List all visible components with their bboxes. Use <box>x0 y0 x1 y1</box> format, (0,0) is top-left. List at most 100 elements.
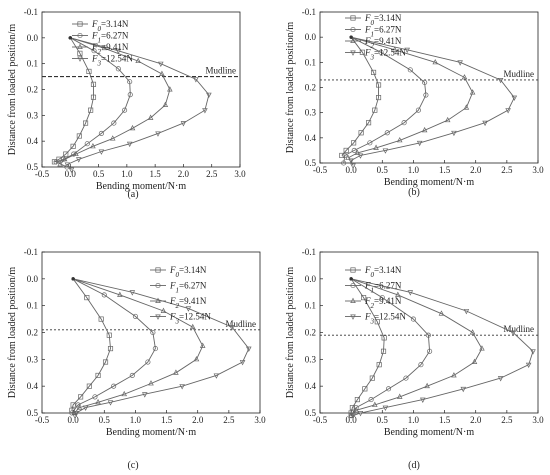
x-tick-label: 2.5 <box>206 169 218 179</box>
x-tick-label: 2.5 <box>501 415 513 425</box>
data-point <box>84 295 90 301</box>
mudline-label: Mudline <box>504 324 535 334</box>
data-point <box>69 410 75 416</box>
x-tick-label: 0.5 <box>99 415 111 425</box>
series-line <box>72 278 250 416</box>
data-point <box>148 380 154 386</box>
panel-label: (c) <box>127 460 138 471</box>
data-point <box>354 397 360 403</box>
chart-panel-3: -0.5 0.0 0.5 1.0 1.5 2.0 2.5 3.0 -0.1 0.0 0.1 0.2 0.… <box>7 247 266 471</box>
data-point <box>109 135 116 141</box>
data-point <box>199 342 206 348</box>
data-point <box>167 86 173 92</box>
data-point <box>451 130 457 137</box>
legend-label: F2=9.41N <box>91 42 129 56</box>
data-point <box>343 147 349 153</box>
legend-marker <box>350 37 356 43</box>
data-point <box>92 394 98 400</box>
legend-entry: F1=6.27N <box>150 281 207 295</box>
data-point <box>57 161 63 167</box>
data-point <box>348 412 354 418</box>
data-point <box>371 69 377 75</box>
series-line <box>350 278 534 417</box>
data-point <box>407 290 414 296</box>
x-tick-label: 1.5 <box>439 415 451 425</box>
y-tick-label: 0.1 <box>305 301 316 311</box>
y-tick-label: 0.3 <box>305 108 317 118</box>
data-point <box>376 362 382 368</box>
data-point <box>78 394 84 400</box>
legend-entry: F2=9.41N <box>345 36 402 50</box>
data-point <box>460 386 467 393</box>
y-axis-title: Distance from loaded position/m <box>7 24 18 156</box>
x-tick-label: 1.5 <box>150 169 162 179</box>
legend-entry: F0=3.14N <box>345 13 402 27</box>
data-point <box>206 92 212 99</box>
x-axis-title: Bending moment/N·m <box>106 427 196 438</box>
origin-point <box>68 36 72 40</box>
data-point <box>497 376 504 382</box>
mudline-label: Mudline <box>226 319 257 329</box>
data-point <box>424 382 430 389</box>
data-point <box>145 359 151 365</box>
y-tick-label: 0.4 <box>305 133 317 143</box>
y-axis-title: Distance from loaded position/m <box>285 22 296 154</box>
legend-marker <box>155 282 161 289</box>
data-point <box>147 114 154 120</box>
data-point <box>76 404 83 410</box>
data-point <box>354 149 361 155</box>
y-tick-label: 0.1 <box>27 301 38 311</box>
legend-entry: F2=9.41N <box>345 296 402 310</box>
legend-marker <box>77 56 83 62</box>
y-tick-label: 0.0 <box>305 274 317 284</box>
data-point <box>77 50 83 56</box>
data-point <box>75 157 82 163</box>
x-tick-label: -0.5 <box>313 415 328 425</box>
data-point <box>173 369 179 375</box>
data-point <box>395 291 401 297</box>
data-point <box>127 92 133 98</box>
data-point <box>339 152 345 159</box>
data-point <box>193 355 200 362</box>
data-point <box>427 348 433 354</box>
data-point <box>358 130 364 136</box>
data-point <box>107 346 114 352</box>
y-tick-label: 0.2 <box>305 83 316 93</box>
data-point <box>378 49 384 55</box>
data-point <box>126 141 133 148</box>
origin-point <box>349 277 353 281</box>
data-point <box>64 162 71 168</box>
x-tick-label: -0.5 <box>35 415 50 425</box>
y-tick-label: 0.0 <box>305 32 317 42</box>
x-axis-title: Bending moment/N·m <box>384 177 474 188</box>
data-point <box>457 60 463 66</box>
data-point <box>115 66 121 72</box>
x-tick-label: 1.5 <box>161 415 173 425</box>
data-point <box>471 358 478 364</box>
y-tick-label: -0.1 <box>302 7 316 17</box>
data-point <box>373 144 379 150</box>
data-point <box>423 92 429 98</box>
data-point <box>407 67 413 73</box>
data-point <box>380 348 387 354</box>
legend-label: F3=12.54N <box>169 312 211 326</box>
series-2 <box>348 277 485 418</box>
legend-label: F3=12.54N <box>91 54 133 68</box>
data-point <box>345 154 351 160</box>
data-point <box>90 81 97 87</box>
plot-frame <box>41 11 241 168</box>
data-point <box>375 95 382 101</box>
data-point <box>68 167 75 173</box>
x-tick-label: 0.0 <box>68 415 80 425</box>
data-point <box>86 68 92 74</box>
x-tick-label: 3.0 <box>532 165 544 175</box>
data-point <box>368 397 374 403</box>
x-tick-label: 3.0 <box>532 415 544 425</box>
data-point <box>129 290 136 296</box>
data-point <box>95 372 101 378</box>
legend-entry: F3=12.54N <box>345 312 406 326</box>
legend-marker <box>77 21 83 27</box>
chart-panel-4: -0.5 0.0 0.5 1.0 1.5 2.0 2.5 3.0 -0.1 0.0 0.1 0.2 0.… <box>285 247 544 471</box>
data-point <box>98 316 104 322</box>
